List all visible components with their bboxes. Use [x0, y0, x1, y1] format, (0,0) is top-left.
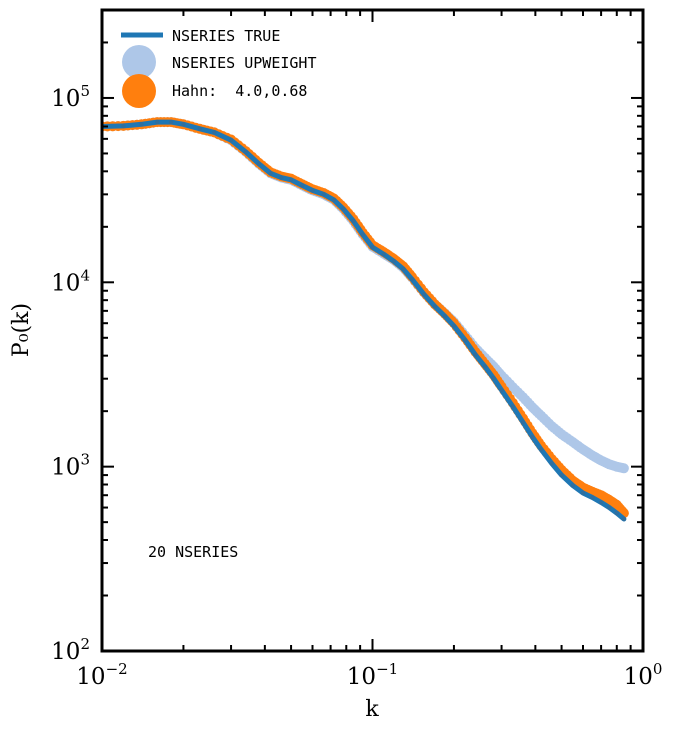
series-nseries-true-line — [102, 119, 627, 522]
series-nseries-true-point — [370, 245, 375, 250]
series-nseries-true-point — [559, 472, 564, 478]
series-nseries-true-point — [331, 197, 337, 203]
series-nseries-true-point — [590, 495, 595, 500]
series-nseries-true — [102, 119, 627, 522]
y-tick-label: 104 — [51, 266, 90, 296]
series-nseries-true-point — [580, 490, 586, 496]
series-nseries-true-point — [279, 175, 284, 180]
series-nseries-true-point — [442, 314, 447, 319]
y-tick-label: 105 — [51, 82, 90, 112]
series-nseries-true-point — [268, 171, 273, 176]
series-nseries-true-point — [432, 304, 437, 309]
series-nseries-true-point — [256, 161, 261, 166]
series-nseries-true-point — [570, 483, 575, 488]
series-nseries-true-point — [499, 388, 504, 393]
series-nseries-true-point — [510, 404, 515, 409]
series-nseries-true-point — [351, 218, 356, 224]
series-nseries-true-point — [409, 277, 415, 282]
series-nseries-true-point — [520, 420, 526, 425]
series-nseries-true-point — [451, 323, 457, 329]
series-nseries-true-point — [341, 206, 346, 212]
x-tick-label: 100 — [624, 660, 663, 690]
legend: NSERIES TRUE NSERIES UPWEIGHT Hahn: 4.0,… — [121, 27, 317, 108]
annotation-20-nseries: 20 NSERIES — [148, 543, 238, 561]
legend-label-hahn: Hahn: 4.0,0.68 — [172, 82, 307, 100]
series-nseries-true-point — [401, 266, 406, 272]
y-axis-title: P₀(k) — [9, 303, 34, 357]
series-nseries-true-point — [421, 292, 427, 297]
series-nseries-true-point — [491, 376, 496, 381]
series-nseries-true-point — [614, 510, 619, 516]
series-nseries-true-point — [482, 364, 487, 369]
legend-label-nseries-upweight: NSERIES UPWEIGHT — [172, 54, 317, 72]
series-nseries-true-point — [607, 505, 612, 510]
series-nseries-true-point — [549, 461, 554, 466]
x-axis-title: k — [365, 697, 379, 722]
series-nseries-true-point — [538, 447, 544, 452]
series-nseries-true-point — [360, 232, 365, 237]
series-nseries-true-point — [621, 516, 627, 522]
y-tick-label: 102 — [51, 635, 90, 665]
series-nseries-true-point — [300, 183, 305, 188]
legend-swatch-nseries-upweight — [122, 45, 156, 79]
x-tick-label: 10−2 — [76, 660, 127, 690]
series-nseries-true-point — [530, 434, 535, 440]
series-nseries-true-point — [228, 138, 234, 143]
series-nseries-true-point — [473, 352, 478, 357]
plot-area — [102, 117, 629, 522]
series-layer — [102, 117, 629, 522]
series-nseries-true-point — [168, 119, 174, 125]
series-nseries-true-point — [181, 122, 186, 127]
series-nseries-true-point — [321, 192, 326, 197]
series-nseries-true-point — [243, 149, 248, 155]
series-nseries-true-point — [462, 338, 468, 343]
series-nseries-true-point — [391, 259, 397, 264]
x-tick-label: 10−1 — [347, 660, 398, 690]
series-nseries-true-point — [598, 500, 604, 505]
series-nseries-true-point — [381, 252, 386, 257]
series-nseries-true-point — [121, 123, 126, 129]
series-nseries-true-point — [139, 122, 144, 127]
series-nseries-true-point — [288, 177, 294, 182]
y-tick-label: 103 — [51, 451, 90, 481]
series-nseries-true-point — [155, 119, 160, 125]
series-nseries-upweight-point — [618, 463, 629, 474]
legend-label-nseries-true: NSERIES TRUE — [172, 27, 280, 45]
legend-swatch-hahn — [122, 74, 156, 108]
series-nseries-true-point — [197, 126, 202, 131]
series-nseries-true-point — [212, 130, 217, 135]
ticks-layer: 10−2 10−1 100 102 103 104 105 — [51, 9, 663, 690]
series-nseries-true-point — [310, 188, 315, 193]
